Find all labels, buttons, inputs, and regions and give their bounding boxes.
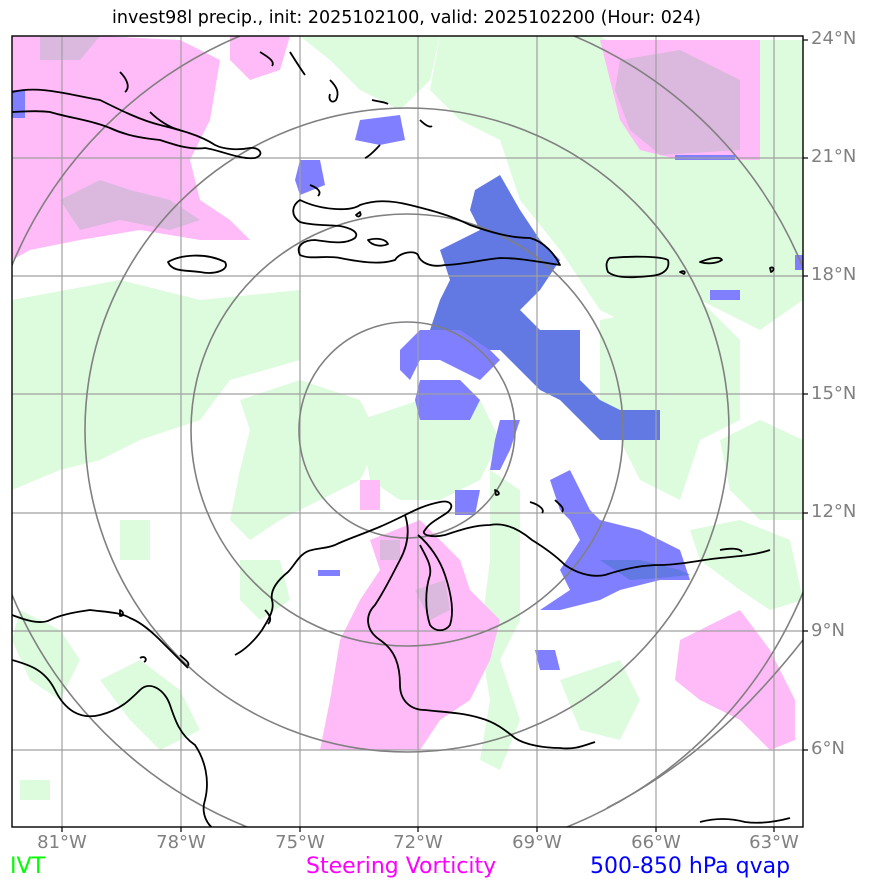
lat-label-15n: 15°N (811, 383, 857, 404)
lat-label-6n: 6°N (811, 738, 845, 759)
lon-label-63w: 63°W (749, 832, 799, 853)
lat-label-9n: 9°N (811, 620, 845, 641)
lat-label-18n: 18°N (811, 264, 857, 285)
tick-marks (61, 39, 808, 832)
lon-label-66w: 66°W (631, 832, 681, 853)
plot-frame (11, 35, 804, 828)
legend-ivt: IVT (10, 854, 45, 879)
lon-label-75w: 75°W (275, 832, 325, 853)
map-title: invest98l precip., init: 2025102100, val… (112, 8, 701, 28)
vorticity-ivt-overlap (40, 36, 740, 620)
graticule (12, 36, 803, 827)
lon-label-78w: 78°W (156, 832, 206, 853)
lat-label-12n: 12°N (811, 501, 857, 522)
lat-label-21n: 21°N (811, 146, 857, 167)
lon-label-81w: 81°W (37, 832, 87, 853)
qvap-field (12, 90, 803, 670)
legend-steering-vorticity: Steering Vorticity (306, 854, 497, 879)
lon-label-72w: 72°W (393, 832, 443, 853)
legend-qvap: 500-850 hPa qvap (590, 854, 791, 879)
lat-label-24n: 24°N (811, 28, 857, 49)
ivt-field (12, 36, 803, 800)
coastlines (12, 51, 791, 827)
ring-arc (606, 639, 803, 809)
lon-label-69w: 69°W (512, 832, 562, 853)
